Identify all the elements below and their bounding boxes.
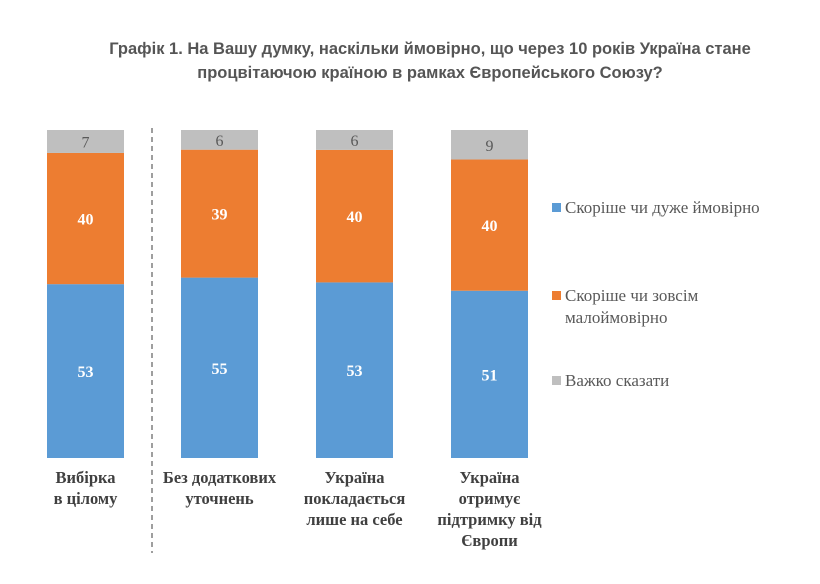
title-line-1: Графік 1. На Вашу думку, наскільки ймові… (109, 40, 751, 58)
category-label: Без додаткових уточнень (150, 467, 290, 509)
bar-segment (47, 130, 124, 153)
category-label-line: Без додаткових (162, 468, 277, 487)
legend-label: Скоріше чи зовсім (565, 286, 699, 305)
bar-segment (47, 284, 124, 458)
bar-segment (181, 130, 258, 150)
bar-segment (451, 159, 528, 291)
category-label-line: Україна (324, 468, 385, 487)
category-label-line: покладається (303, 489, 406, 508)
chart-title: Графік 1. На Вашу думку, наскільки ймові… (0, 37, 820, 85)
legend-label: Важко сказати (565, 371, 670, 390)
bar-segment (316, 282, 393, 458)
category-label-line: Європи (461, 531, 518, 550)
legend-swatch (552, 291, 561, 300)
data-label: 9 (486, 138, 494, 155)
data-label: 51 (482, 367, 498, 384)
category-label: Україна покладається лише на себе (285, 467, 425, 530)
category-label: Вибірка в цілому (16, 467, 156, 509)
bar-segment (451, 130, 528, 160)
legend-item-likely: Скоріше чи дуже ймовірно (552, 197, 760, 219)
category-label-line: в цілому (53, 489, 118, 508)
legend-swatch (552, 203, 561, 212)
bar-segment (47, 152, 124, 285)
bar-segment (316, 149, 393, 283)
data-label: 6 (216, 133, 224, 150)
data-label: 39 (212, 207, 228, 224)
data-label: 40 (482, 218, 498, 235)
legend-item-unlikely: Скоріше чи зовсім малоймовірно (552, 285, 698, 329)
data-label: 7 (82, 134, 90, 151)
legend-swatch (552, 376, 561, 385)
category-label: Україна отримує підтримку від Європи (420, 467, 560, 551)
bar-segment (316, 130, 393, 150)
data-label: 53 (347, 363, 363, 380)
category-label-line: отримує (458, 489, 521, 508)
data-label: 40 (78, 212, 94, 229)
bar-segment (181, 277, 258, 458)
category-label-line: Україна (459, 468, 520, 487)
category-label-line: лише на себе (306, 510, 403, 529)
data-label: 55 (212, 361, 228, 378)
bar-segment (451, 290, 528, 458)
title-line-2: процвітаючою країною в рамках Європейськ… (197, 64, 663, 82)
legend-label: Скоріше чи дуже ймовірно (565, 198, 760, 217)
legend-item-hard-to-say: Важко сказати (552, 370, 669, 392)
data-label: 40 (347, 209, 363, 226)
data-label: 6 (351, 133, 359, 150)
category-label-line: уточнень (185, 489, 254, 508)
legend-label-line2: малоймовірно (565, 308, 668, 327)
category-label-line: підтримку від (437, 510, 542, 529)
category-label-line: Вибірка (55, 468, 116, 487)
data-label: 53 (78, 364, 94, 381)
bar-segment (181, 149, 258, 278)
